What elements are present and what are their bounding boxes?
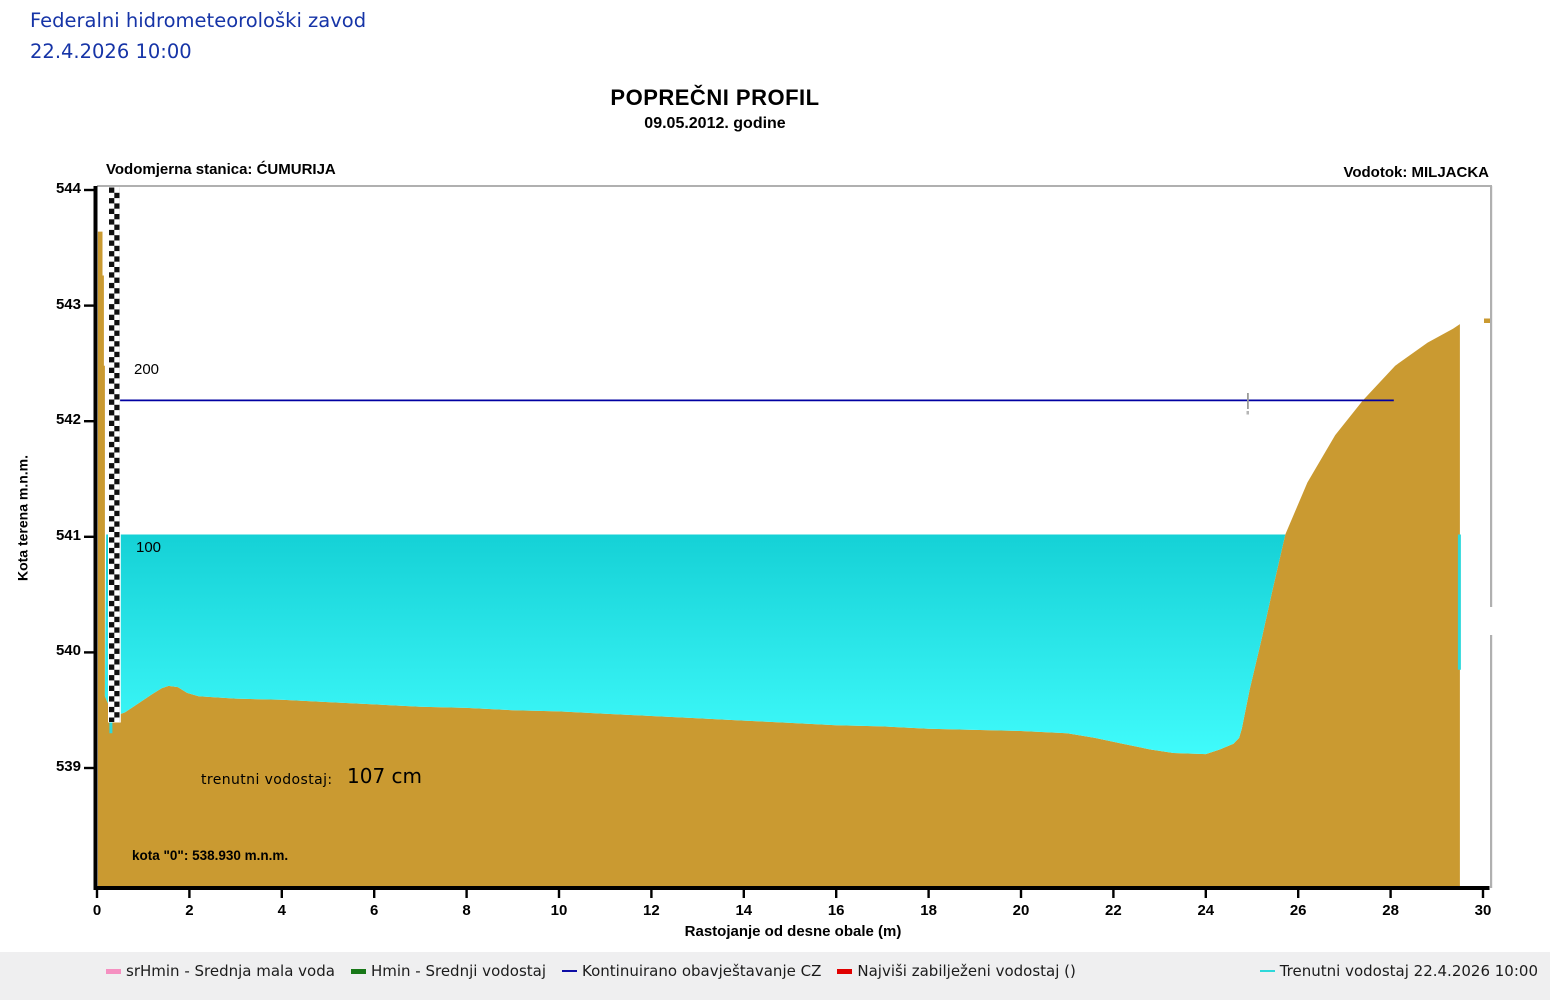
x-tick-label: 30 xyxy=(1474,902,1492,919)
y-tick xyxy=(84,766,95,770)
x-tick xyxy=(1019,890,1023,898)
x-tick-label: 18 xyxy=(920,902,937,919)
station-label: Vodomjerna stanica: ĆUMURIJA xyxy=(106,161,336,178)
legend-item: Kontinuirano obavještavanje CZ xyxy=(562,962,821,980)
legend-item: Najviši zabilježeni vodostaj () xyxy=(837,962,1076,980)
x-tick-label: 26 xyxy=(1289,902,1307,919)
x-tick xyxy=(280,890,283,898)
x-tick-label: 4 xyxy=(277,902,286,919)
legend-bar: srHmin - Srednja mala voda Hmin - Srednji… xyxy=(0,952,1550,1000)
legend-label: Trenutni vodostaj 22.4.2026 10:00 xyxy=(1279,962,1538,980)
x-tick xyxy=(650,890,653,898)
y-tick-label: 541 xyxy=(55,526,81,544)
y-tick-label: 542 xyxy=(55,411,81,429)
current-stage-value: 107 cm xyxy=(347,764,423,788)
x-tick xyxy=(1204,890,1207,898)
chart-title: POPREČNI PROFIL xyxy=(610,85,820,110)
y-tick xyxy=(84,535,95,538)
x-tick-label: 14 xyxy=(735,902,753,919)
level-100-label: 100 xyxy=(136,539,162,556)
x-tick-label: 16 xyxy=(827,902,845,919)
watercourse-label: Vodotok: MILJACKA xyxy=(1343,164,1489,181)
x-tick xyxy=(1481,890,1485,898)
y-tick-label: 544 xyxy=(55,180,81,197)
x-tick xyxy=(373,890,376,898)
plot-frame-top xyxy=(97,185,1492,187)
legend-label: Kontinuirano obavještavanje CZ xyxy=(582,962,822,980)
x-tick-label: 2 xyxy=(185,902,194,919)
plot-frame-right-lower xyxy=(1490,635,1493,888)
y-axis-title: Kota terena m.n.m. xyxy=(14,454,31,582)
water-area xyxy=(104,534,1286,755)
x-tick xyxy=(1112,890,1115,898)
x-tick-label: 0 xyxy=(92,902,102,919)
x-tick xyxy=(835,890,838,898)
y-tick xyxy=(84,304,95,307)
chart-subtitle: 09.05.2012. godine xyxy=(644,115,786,132)
current-stage-label: trenutni vodostaj: xyxy=(201,772,333,788)
x-axis-ticks xyxy=(95,890,1485,898)
x-tick-label: 8 xyxy=(462,902,471,919)
y-tick-label: 540 xyxy=(55,642,81,660)
terrain-fragment xyxy=(1484,318,1491,323)
plot-frame-right-upper xyxy=(1490,186,1493,607)
y-tick xyxy=(84,188,95,192)
y-tick xyxy=(84,651,95,654)
y-tick xyxy=(84,420,95,423)
x-tick xyxy=(557,890,561,898)
x-tick xyxy=(95,890,99,898)
marker-dot xyxy=(1246,411,1249,415)
x-tick-label: 20 xyxy=(1012,902,1030,919)
legend-item: Hmin - Srednji vodostaj xyxy=(350,962,546,980)
x-tick xyxy=(1297,890,1300,898)
y-axis-ticks xyxy=(84,188,95,770)
x-tick-label: 12 xyxy=(643,902,660,919)
x-tick-label: 28 xyxy=(1382,902,1399,919)
legend-item: srHmin - Srednja mala voda xyxy=(106,962,335,980)
x-tick xyxy=(742,890,745,898)
legend-swatch-icon xyxy=(837,968,853,974)
y-axis xyxy=(93,186,98,890)
legend-item: Trenutni vodostaj 22.4.2026 10:00 xyxy=(1259,962,1538,980)
legend-label: Najviši zabilježeni vodostaj () xyxy=(857,962,1076,980)
x-tick-label: 24 xyxy=(1197,902,1215,919)
x-tick-label: 22 xyxy=(1105,902,1122,919)
x-tick xyxy=(1389,890,1392,898)
x-tick xyxy=(188,890,191,898)
legend-swatch-icon xyxy=(350,968,366,974)
level-200-label: 200 xyxy=(134,361,160,378)
legend-swatch-icon xyxy=(1259,970,1275,972)
x-tick-label: 10 xyxy=(550,902,568,919)
legend-label: srHmin - Srednja mala voda xyxy=(126,962,335,980)
x-axis-title: Rastojanje od desne obale (m) xyxy=(684,923,902,940)
header-timestamp: 22.4.2026 10:00 xyxy=(30,40,192,63)
x-tick xyxy=(927,890,930,898)
datum-label: kota "0": 538.930 m.n.m. xyxy=(132,848,289,863)
legend-swatch-icon xyxy=(106,968,121,974)
staff-gauge xyxy=(109,187,120,722)
terrain-area xyxy=(97,231,1460,888)
y-tick-label: 543 xyxy=(55,295,81,313)
legend-swatch-icon xyxy=(562,970,577,972)
y-tick-label: 539 xyxy=(55,758,81,775)
x-tick-label: 6 xyxy=(370,902,379,919)
header-organization: Federalni hidrometeorološki zavod xyxy=(30,9,367,32)
x-axis xyxy=(93,886,1490,890)
title-block: POPREČNI PROFIL 09.05.2012. godine xyxy=(0,85,1430,133)
x-tick xyxy=(465,890,468,898)
legend-label: Hmin - Srednji vodostaj xyxy=(370,962,546,980)
marker-tick xyxy=(1247,393,1249,409)
